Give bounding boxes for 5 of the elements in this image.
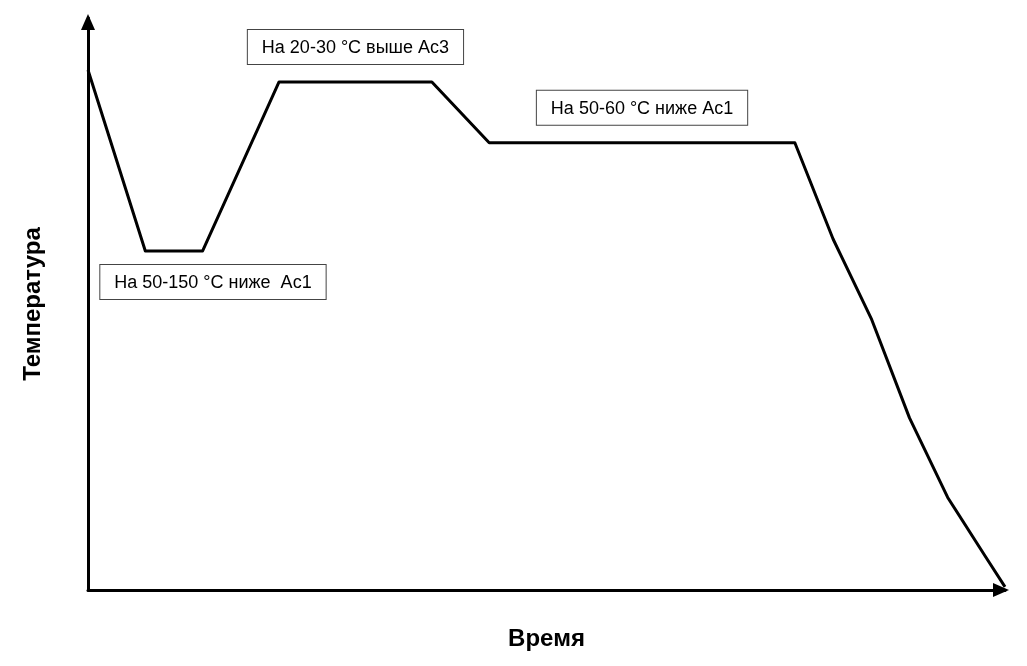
annotation: На 50-60 °C ниже Ac1 [550,97,734,118]
text: На 20-30 °C выше Ac3 [261,36,450,57]
x-axis-title: Время [508,623,585,651]
y-axis-title: Температура [17,226,45,381]
annotation: На 50-150 °C ниже Ac1 [114,271,312,292]
